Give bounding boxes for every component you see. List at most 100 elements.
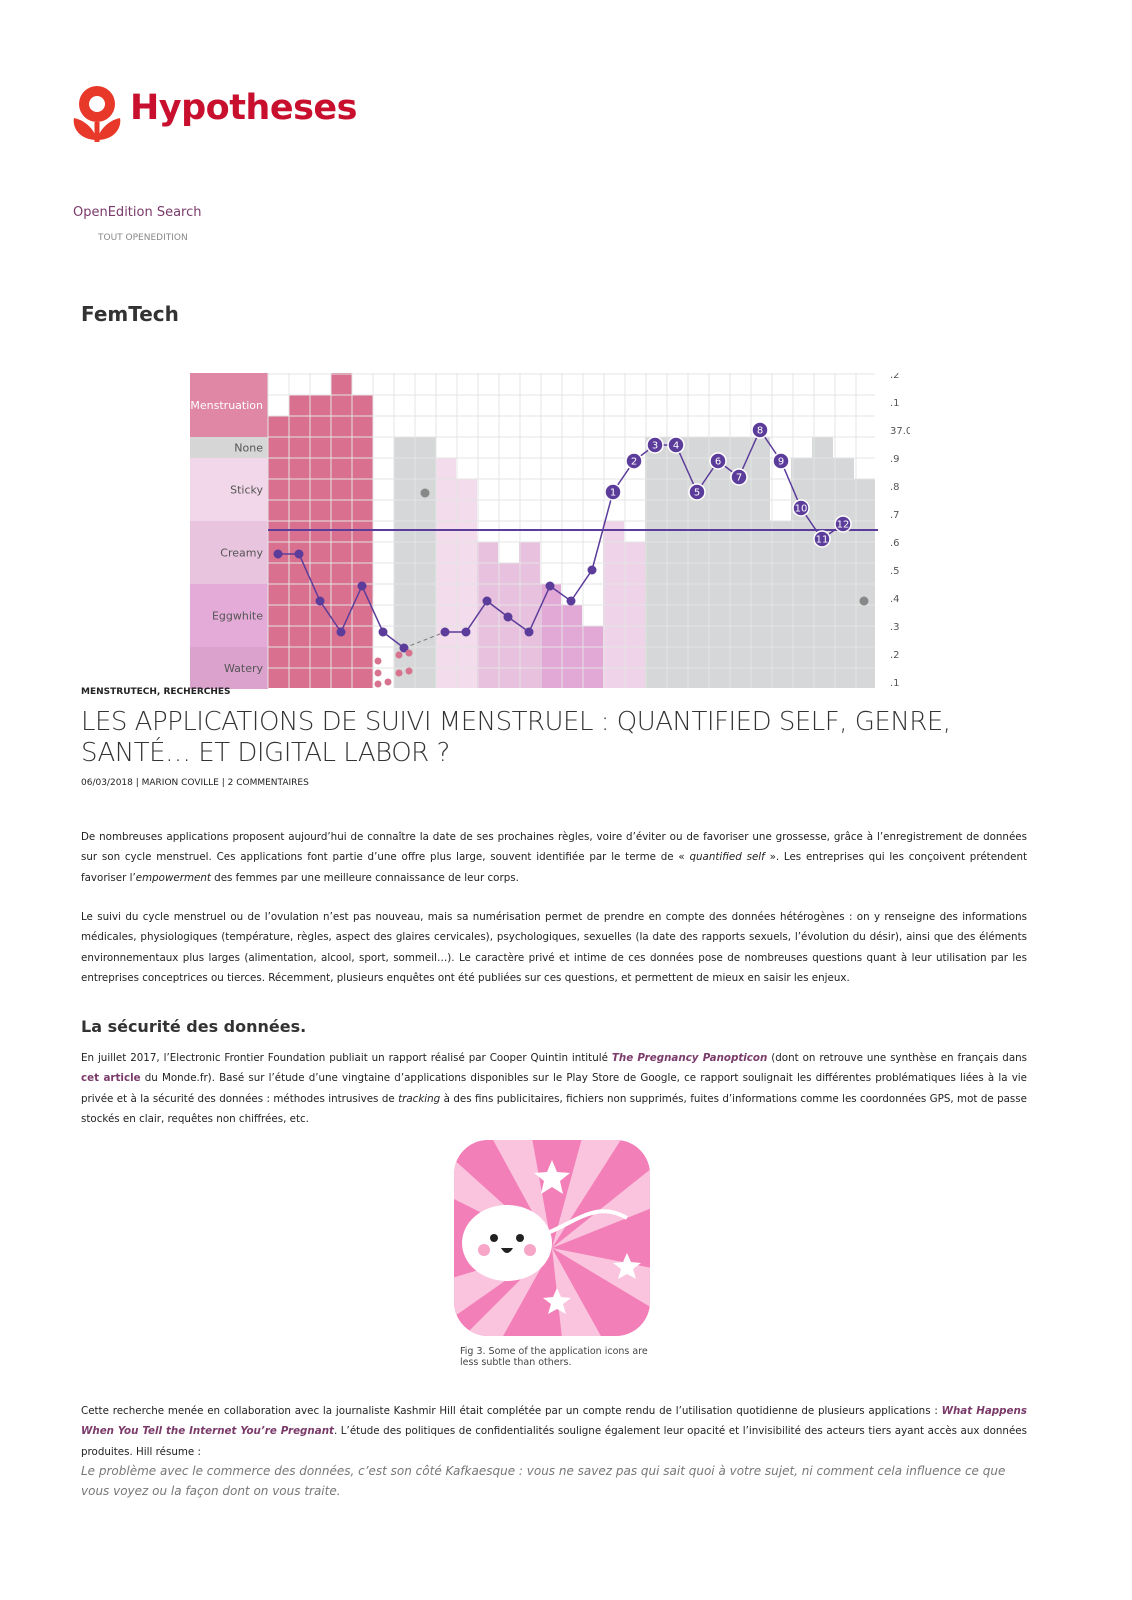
categories[interactable]: MENSTRUTECH, RECHERCHES (81, 687, 231, 697)
spotting-dot (405, 667, 413, 675)
point-label: 6 (715, 457, 721, 468)
temp-label: .5 (890, 566, 900, 577)
spotting-dot (395, 651, 403, 659)
text: du Monde.fr). Basé sur l’étude d’une vin… (81, 1072, 1027, 1105)
temp-point (545, 581, 555, 591)
grey-dot (420, 488, 430, 498)
temp-point (792, 499, 810, 517)
point-label: 4 (673, 441, 679, 452)
text: ». Les entreprises qui les conçoivent pr… (81, 851, 1028, 884)
row-band (190, 584, 268, 647)
link[interactable]: The Pregnancy Panopticon (612, 1052, 767, 1064)
temp-label: .3 (890, 622, 900, 633)
point-label: 1 (610, 488, 616, 499)
text: des femmes par une meilleure connaissanc… (210, 871, 519, 884)
temp-label: .2 (890, 373, 900, 381)
temp-point (357, 581, 367, 591)
temp-point (399, 643, 409, 653)
temp-point (482, 596, 492, 606)
temp-point (646, 436, 664, 454)
temp-line-dashed (403, 631, 446, 649)
temp-point (834, 515, 852, 533)
app-icon-image (454, 1140, 650, 1336)
temp-point (587, 565, 597, 575)
point-label: 9 (778, 457, 784, 468)
temp-label: .9 (890, 454, 900, 465)
bar (436, 458, 456, 688)
section-heading: La sécurité des données. (81, 1017, 307, 1036)
bar (833, 458, 854, 688)
row-band (190, 437, 268, 458)
text: Cette recherche menée en collaboration a… (81, 1405, 942, 1417)
paragraph: En juillet 2017, l’Electronic Frontier F… (81, 1048, 1027, 1129)
temp-label: .8 (890, 482, 900, 493)
spotting-dot (374, 669, 382, 677)
temp-point (503, 612, 513, 622)
text: . L’étude des politiques de confidential… (81, 1425, 1027, 1458)
bar (624, 542, 645, 688)
temp-point (566, 596, 576, 606)
spotting-dot (374, 657, 382, 665)
article-meta: 06/03/2018 | MARION COVILLE | 2 COMMENTA… (81, 778, 309, 788)
logo-text[interactable]: Hypotheses (130, 88, 358, 128)
temp-point (688, 483, 706, 501)
row-label: Sticky (230, 484, 263, 497)
spotting-dot (384, 678, 392, 686)
text: empowerment (135, 871, 211, 884)
paragraph: Cette recherche menée en collaboration a… (81, 1401, 1027, 1462)
temp-point (625, 452, 643, 470)
temp-point (667, 436, 685, 454)
point-label: 11 (816, 535, 829, 546)
search-scope[interactable]: TOUT OPENEDITION (98, 233, 188, 243)
text[interactable]: What Happens When You Tell the Internet … (81, 1405, 1027, 1438)
temp-label: .6 (890, 538, 900, 549)
temp-label: .4 (890, 594, 900, 605)
point-label: 12 (837, 520, 850, 531)
bar (519, 542, 540, 688)
spotting-dot (374, 680, 382, 688)
link[interactable]: cet article (81, 1072, 141, 1085)
temp-point (378, 627, 388, 637)
text[interactable]: The Pregnancy Panopticon (611, 1052, 768, 1064)
temp-label: .1 (890, 398, 900, 409)
row-band (190, 458, 268, 521)
paragraph: Le suivi du cycle menstruel ou de l’ovul… (81, 911, 1027, 984)
text: (dont on retrouve une synthèse en frança… (767, 1052, 1028, 1064)
point-label: 2 (631, 457, 637, 468)
search-label[interactable]: OpenEdition Search (73, 205, 202, 220)
bar (582, 626, 603, 688)
row-label: Watery (224, 662, 264, 675)
temp-point (461, 627, 471, 637)
temp-point (772, 452, 790, 470)
temp-point (813, 530, 831, 548)
temp-label: .7 (890, 510, 900, 521)
text: En juillet 2017, l’Electronic Frontier F… (81, 1052, 612, 1064)
text: quantified self (689, 851, 765, 864)
temp-label: .1 (890, 678, 900, 689)
logo-icon[interactable] (70, 84, 126, 146)
blog-title[interactable]: FemTech (81, 302, 179, 326)
temp-point (315, 596, 325, 606)
blockquote: Le problème avec le commerce des données… (81, 1464, 1006, 1498)
link[interactable]: What Happens When You Tell the Internet … (81, 1405, 1027, 1437)
point-label: 3 (652, 441, 658, 452)
bar (477, 542, 498, 688)
temp-point (294, 549, 304, 559)
spotting-dot (395, 669, 403, 677)
row-label: None (234, 442, 263, 455)
row-band (190, 647, 268, 689)
article-title: LES APPLICATIONS DE SUIVI MENSTRUEL : QU… (81, 707, 951, 768)
row-label: Menstruation (190, 399, 263, 412)
fertility-chart-image: Menstruation None Sticky Creamy Eggwhite Wate… (190, 373, 910, 689)
text: tracking (398, 1092, 441, 1105)
text: De nombreuses applications proposent auj… (81, 831, 1027, 864)
temp-point (336, 627, 346, 637)
temp-point (273, 549, 283, 559)
point-label: 10 (795, 504, 808, 515)
temp-point (524, 627, 534, 637)
point-label: 8 (757, 426, 763, 437)
point-label: 7 (736, 473, 742, 484)
text: à des fins publicitaires, fichiers non s… (81, 1092, 1027, 1125)
